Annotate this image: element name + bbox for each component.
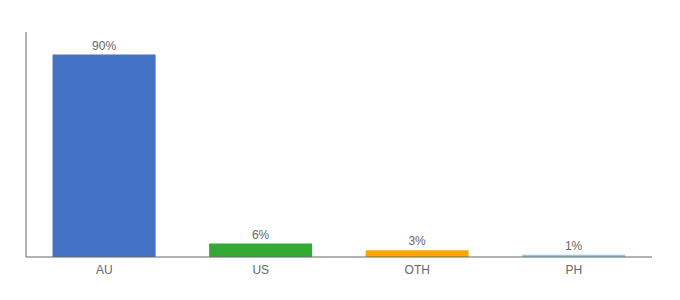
svg-text:PH: PH <box>565 263 582 277</box>
svg-text:1%: 1% <box>565 239 583 253</box>
svg-text:OTH: OTH <box>405 263 430 277</box>
svg-text:AU: AU <box>96 263 113 277</box>
svg-text:US: US <box>252 263 269 277</box>
svg-text:90%: 90% <box>92 39 116 53</box>
svg-text:3%: 3% <box>408 234 426 248</box>
svg-text:6%: 6% <box>252 228 270 242</box>
